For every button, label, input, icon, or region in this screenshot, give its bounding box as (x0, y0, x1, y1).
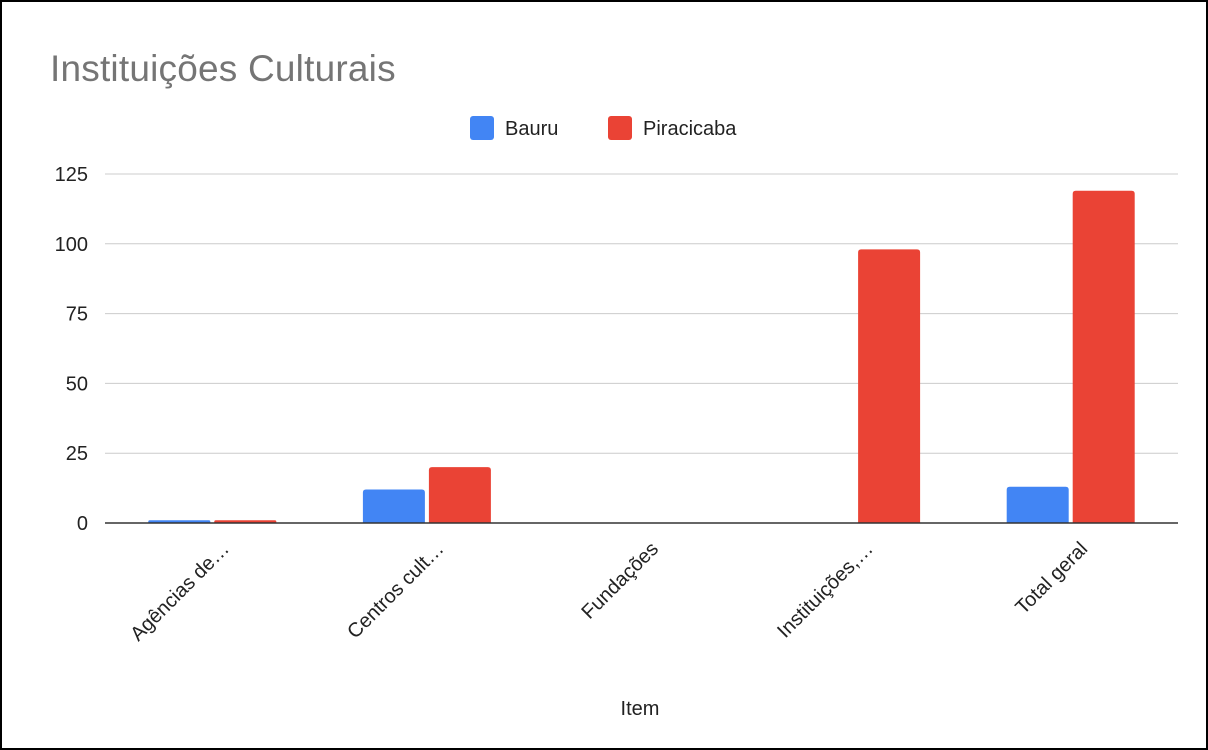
y-tick-label: 25 (66, 443, 88, 465)
bar-bauru-4 (1006, 486, 1069, 523)
x-axis-title: Item (621, 698, 660, 720)
bar-piracicaba-1 (428, 467, 491, 523)
x-category-label: Centros cult… (343, 538, 448, 643)
bars (148, 190, 1135, 523)
y-tick-label: 75 (66, 304, 88, 326)
bar-piracicaba-4 (1072, 190, 1135, 523)
legend-swatch-piracicaba (608, 116, 632, 140)
y-tick-label: 50 (66, 373, 88, 395)
chart-title: Instituições Culturais (50, 48, 396, 89)
legend-label-piracicaba: Piracicaba (643, 118, 737, 140)
x-category-label: Fundações (577, 538, 663, 624)
legend-label-bauru: Bauru (505, 118, 558, 140)
grid-lines (105, 173, 1178, 454)
y-tick-label: 125 (55, 164, 88, 186)
bar-bauru-1 (362, 489, 425, 523)
bar-piracicaba-3 (858, 249, 921, 523)
x-category-label: Instituições,… (773, 538, 877, 642)
y-tick-label: 0 (77, 513, 88, 535)
x-category-label: Agências de… (126, 538, 234, 646)
legend-swatch-bauru (470, 116, 494, 140)
x-axis-labels: Agências de… Centros cult… Fundações Instit… (126, 538, 1092, 646)
y-tick-label: 100 (55, 234, 88, 256)
legend: Bauru Piracicaba (470, 116, 737, 140)
y-axis-ticks: 0 25 50 75 100 125 (55, 164, 88, 535)
x-category-label: Total geral (1011, 538, 1092, 619)
